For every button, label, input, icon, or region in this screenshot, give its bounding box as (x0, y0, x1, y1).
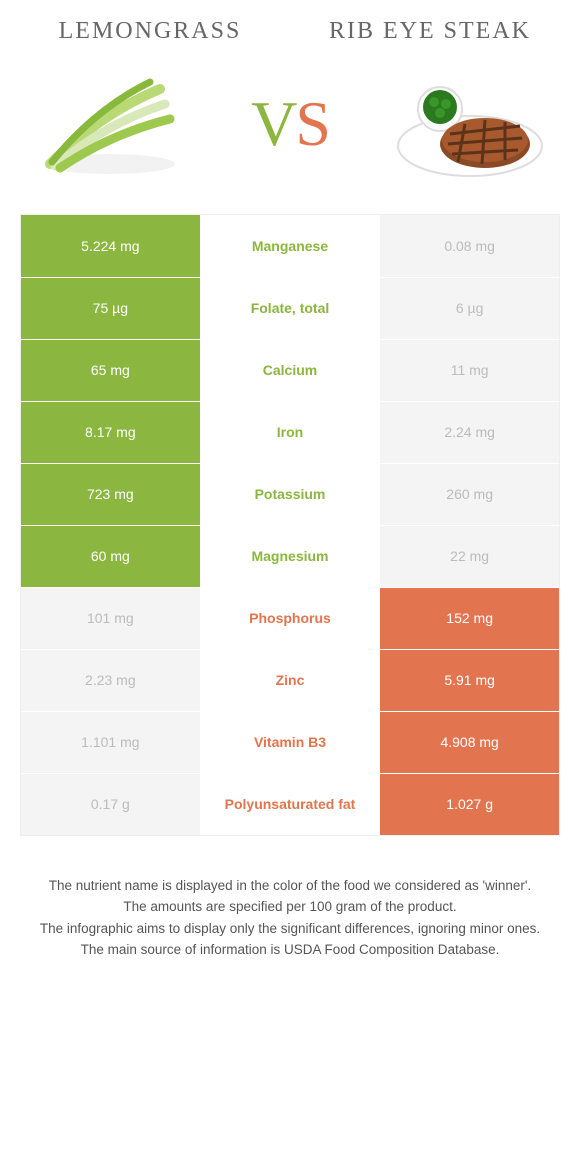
right-value: 6 µg (379, 278, 559, 339)
table-row: 2.23 mgZinc5.91 mg (21, 649, 559, 711)
footnotes: The nutrient name is displayed in the co… (0, 836, 580, 960)
vs-v: V (251, 88, 295, 159)
right-value: 260 mg (379, 464, 559, 525)
vs-s: S (295, 88, 329, 159)
comparison-table: 5.224 mgManganese0.08 mg75 µgFolate, tot… (20, 214, 560, 836)
table-row: 723 mgPotassium260 mg (21, 463, 559, 525)
nutrient-name: Phosphorus (201, 588, 380, 649)
right-food-image (390, 64, 550, 184)
header: Lemongrass Rib eye steak (0, 0, 580, 54)
left-value: 5.224 mg (21, 215, 201, 277)
left-value: 65 mg (21, 340, 201, 401)
nutrient-name: Zinc (201, 650, 380, 711)
table-row: 0.17 gPolyunsaturated fat1.027 g (21, 773, 559, 835)
nutrient-name: Iron (201, 402, 380, 463)
right-value: 152 mg (379, 588, 559, 649)
table-row: 8.17 mgIron2.24 mg (21, 401, 559, 463)
vs-label: VS (251, 87, 329, 161)
left-value: 1.101 mg (21, 712, 201, 773)
nutrient-name: Magnesium (201, 526, 380, 587)
left-value: 60 mg (21, 526, 201, 587)
left-value: 8.17 mg (21, 402, 201, 463)
table-row: 101 mgPhosphorus152 mg (21, 587, 559, 649)
nutrient-name: Potassium (201, 464, 380, 525)
left-value: 0.17 g (21, 774, 201, 835)
right-value: 5.91 mg (379, 650, 559, 711)
right-value: 1.027 g (379, 774, 559, 835)
left-value: 101 mg (21, 588, 201, 649)
nutrient-name: Folate, total (201, 278, 380, 339)
table-row: 60 mgMagnesium22 mg (21, 525, 559, 587)
nutrient-name: Polyunsaturated fat (201, 774, 380, 835)
table-row: 1.101 mgVitamin B34.908 mg (21, 711, 559, 773)
nutrient-name: Manganese (201, 215, 380, 277)
nutrient-name: Vitamin B3 (201, 712, 380, 773)
footnote-line: The infographic aims to display only the… (30, 919, 550, 939)
table-row: 5.224 mgManganese0.08 mg (21, 215, 559, 277)
nutrient-name: Calcium (201, 340, 380, 401)
right-food-title: Rib eye steak (304, 18, 556, 46)
left-food-title: Lemongrass (24, 18, 276, 46)
table-row: 65 mgCalcium11 mg (21, 339, 559, 401)
left-value: 2.23 mg (21, 650, 201, 711)
right-value: 4.908 mg (379, 712, 559, 773)
footnote-line: The amounts are specified per 100 gram o… (30, 897, 550, 917)
right-value: 2.24 mg (379, 402, 559, 463)
table-row: 75 µgFolate, total6 µg (21, 277, 559, 339)
left-value: 75 µg (21, 278, 201, 339)
left-value: 723 mg (21, 464, 201, 525)
footnote-line: The main source of information is USDA F… (30, 940, 550, 960)
right-value: 11 mg (379, 340, 559, 401)
right-value: 22 mg (379, 526, 559, 587)
footnote-line: The nutrient name is displayed in the co… (30, 876, 550, 896)
hero: VS (0, 54, 580, 204)
left-food-image (30, 64, 190, 184)
right-value: 0.08 mg (379, 215, 559, 277)
